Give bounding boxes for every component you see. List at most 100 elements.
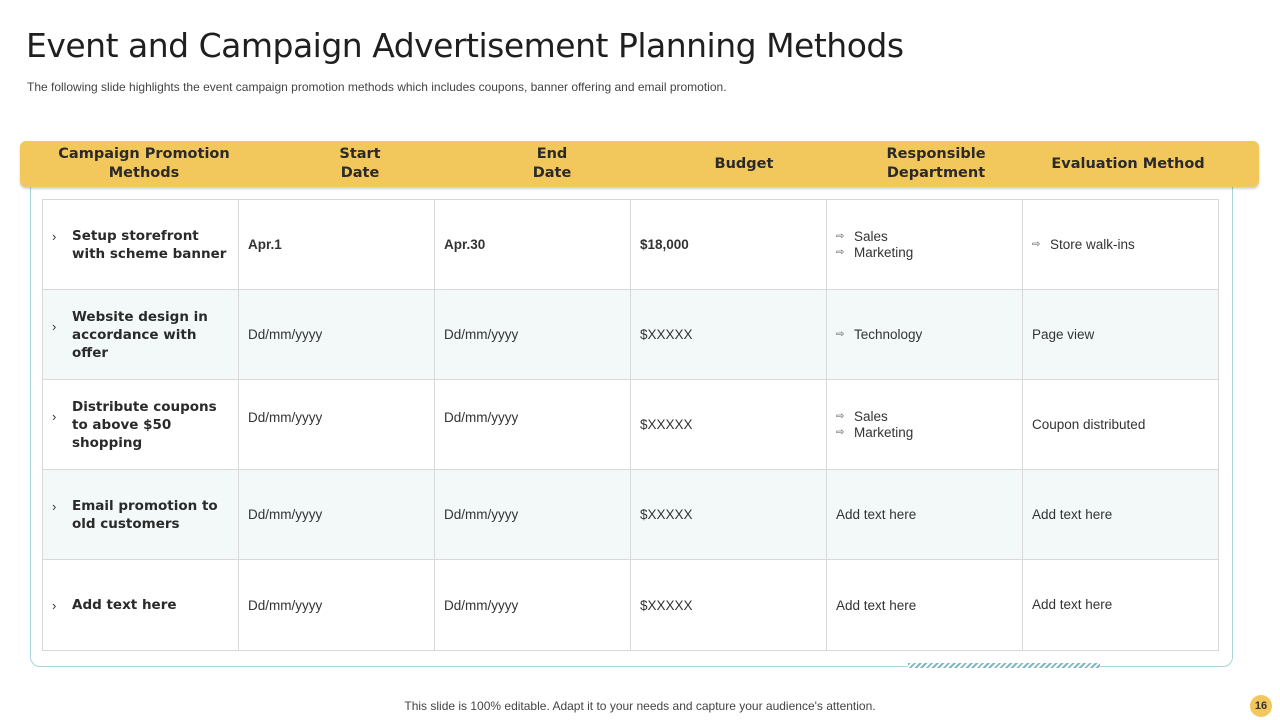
slide-subtitle: The following slide highlights the event… <box>27 80 727 94</box>
double-arrow-right-icon: ⇨ <box>836 230 845 242</box>
cell-budget-text: $XXXXX <box>640 327 693 342</box>
cell-method: › Setup storefront with scheme banner <box>43 200 239 289</box>
cell-budget: $XXXXX <box>631 380 827 469</box>
cell-end-date: Dd/mm/yyyy <box>435 290 631 379</box>
table-row: › Add text here Dd/mm/yyyy Dd/mm/yyyy $XXXXX… <box>43 560 1218 650</box>
method-label: Setup storefront with scheme banner <box>72 227 227 262</box>
table-row: › Email promotion to old customers Dd/mm/y… <box>43 470 1218 560</box>
evaluation-item: Add text here <box>1032 507 1218 523</box>
evaluation-label: Add text here <box>1032 597 1113 612</box>
header-start-date: Start Date <box>264 145 456 183</box>
decorative-hatch <box>908 663 1100 668</box>
cell-start-date-text: Dd/mm/yyyy <box>248 410 323 425</box>
evaluation-item: Page view <box>1032 327 1218 343</box>
cell-budget-text: $XXXXX <box>640 417 693 432</box>
cell-end-date-text: Dd/mm/yyyy <box>444 327 519 342</box>
method-label: Distribute coupons to above $50 shopping <box>72 398 217 451</box>
department-item: ⇨ Sales <box>836 229 1022 245</box>
slide-title: Event and Campaign Advertisement Plannin… <box>26 26 904 65</box>
cell-department: ⇨ Technology <box>827 290 1023 379</box>
method-label: Email promotion to old customers <box>72 497 218 532</box>
cell-method: › Email promotion to old customers <box>43 470 239 559</box>
cell-start-date-text: Apr.1 <box>248 237 282 252</box>
cell-evaluation: ⇨ Store walk-ins <box>1023 200 1218 289</box>
cell-end-date: Dd/mm/yyyy <box>435 560 631 650</box>
cell-department: Add text here <box>827 560 1023 650</box>
header-budget: Budget <box>714 155 774 172</box>
double-arrow-right-icon: ⇨ <box>836 410 845 422</box>
table-frame <box>30 160 1233 667</box>
cell-end-date: Apr.30 <box>435 200 631 289</box>
double-arrow-right-icon: ⇨ <box>836 328 845 340</box>
chevron-right-icon: › <box>52 499 57 514</box>
department-item: ⇨ Sales <box>836 409 1022 425</box>
header-end-line1: End <box>536 146 568 162</box>
header-methods: Campaign Promotion Methods <box>24 145 264 183</box>
header-evaluation: Evaluation Method <box>1051 155 1205 172</box>
department-item: ⇨ Marketing <box>836 425 1022 441</box>
cell-end-date: Dd/mm/yyyy <box>435 380 631 469</box>
chevron-right-icon: › <box>52 597 57 613</box>
double-arrow-right-icon: ⇨ <box>1032 238 1041 250</box>
cell-method: › Distribute coupons to above $50 shoppin… <box>43 380 239 469</box>
cell-budget-text: $XXXXX <box>640 507 693 522</box>
table-row: › Website design in accordance with offer… <box>43 290 1218 380</box>
department-label: Sales <box>854 228 888 244</box>
chevron-right-icon: › <box>52 409 57 424</box>
evaluation-label: Store walk-ins <box>1050 236 1135 252</box>
cell-budget-text: $18,000 <box>640 237 689 252</box>
evaluation-label: Page view <box>1032 326 1095 342</box>
cell-start-date: Dd/mm/yyyy <box>239 380 435 469</box>
chevron-right-icon: › <box>52 319 57 334</box>
cell-start-date-text: Dd/mm/yyyy <box>248 327 323 342</box>
cell-department: ⇨ Sales ⇨ Marketing <box>827 200 1023 289</box>
department-item: ⇨ Marketing <box>836 245 1022 261</box>
department-label: Sales <box>854 408 888 424</box>
cell-start-date: Dd/mm/yyyy <box>239 560 435 650</box>
double-arrow-right-icon: ⇨ <box>836 246 845 258</box>
double-arrow-right-icon: ⇨ <box>836 426 845 438</box>
header-department: Responsible Department <box>840 145 1032 183</box>
cell-end-date-text: Dd/mm/yyyy <box>444 410 519 425</box>
cell-evaluation: Coupon distributed <box>1023 380 1218 469</box>
cell-end-date-text: Dd/mm/yyyy <box>444 597 519 613</box>
cell-start-date: Dd/mm/yyyy <box>239 290 435 379</box>
header-start-line2: Date <box>340 165 380 181</box>
cell-budget: $18,000 <box>631 200 827 289</box>
page-number-badge: 16 <box>1250 695 1272 717</box>
header-start-line1: Start <box>339 146 381 162</box>
department-label: Technology <box>854 326 923 342</box>
table-row: › Setup storefront with scheme banner Apr.… <box>43 200 1218 290</box>
slide-footer: This slide is 100% editable. Adapt it to… <box>404 699 876 713</box>
cell-department: ⇨ Sales ⇨ Marketing <box>827 380 1023 469</box>
evaluation-label: Add text here <box>1032 506 1113 522</box>
department-label: Marketing <box>854 424 914 440</box>
cell-budget: $XXXXX <box>631 560 827 650</box>
cell-end-date-text: Apr.30 <box>444 237 486 252</box>
cell-start-date-text: Dd/mm/yyyy <box>248 507 323 522</box>
cell-end-date: Dd/mm/yyyy <box>435 470 631 559</box>
evaluation-item: Add text here <box>1032 597 1218 613</box>
data-table: › Setup storefront with scheme banner Apr.… <box>42 199 1219 651</box>
cell-budget-text: $XXXXX <box>640 597 693 613</box>
cell-department: Add text here <box>827 470 1023 559</box>
header-end-date: End Date <box>456 145 648 183</box>
header-methods-line1: Campaign Promotion <box>58 146 230 162</box>
cell-budget: $XXXXX <box>631 470 827 559</box>
header-methods-line2: Methods <box>108 165 180 181</box>
cell-method: › Add text here <box>43 560 239 650</box>
cell-method: › Website design in accordance with offer <box>43 290 239 379</box>
table-header: Campaign Promotion Methods Start Date En… <box>20 141 1259 187</box>
department-item: ⇨ Technology <box>836 327 1022 343</box>
header-end-line2: Date <box>532 165 572 181</box>
cell-start-date: Dd/mm/yyyy <box>239 470 435 559</box>
department-label: Add text here <box>836 597 917 613</box>
cell-evaluation: Add text here <box>1023 560 1218 650</box>
cell-end-date-text: Dd/mm/yyyy <box>444 507 519 522</box>
header-department-line2: Department <box>886 165 986 181</box>
chevron-right-icon: › <box>52 229 57 244</box>
cell-budget: $XXXXX <box>631 290 827 379</box>
department-label: Marketing <box>854 244 914 260</box>
method-label: Add text here <box>72 597 177 613</box>
header-department-line1: Responsible <box>886 146 986 162</box>
